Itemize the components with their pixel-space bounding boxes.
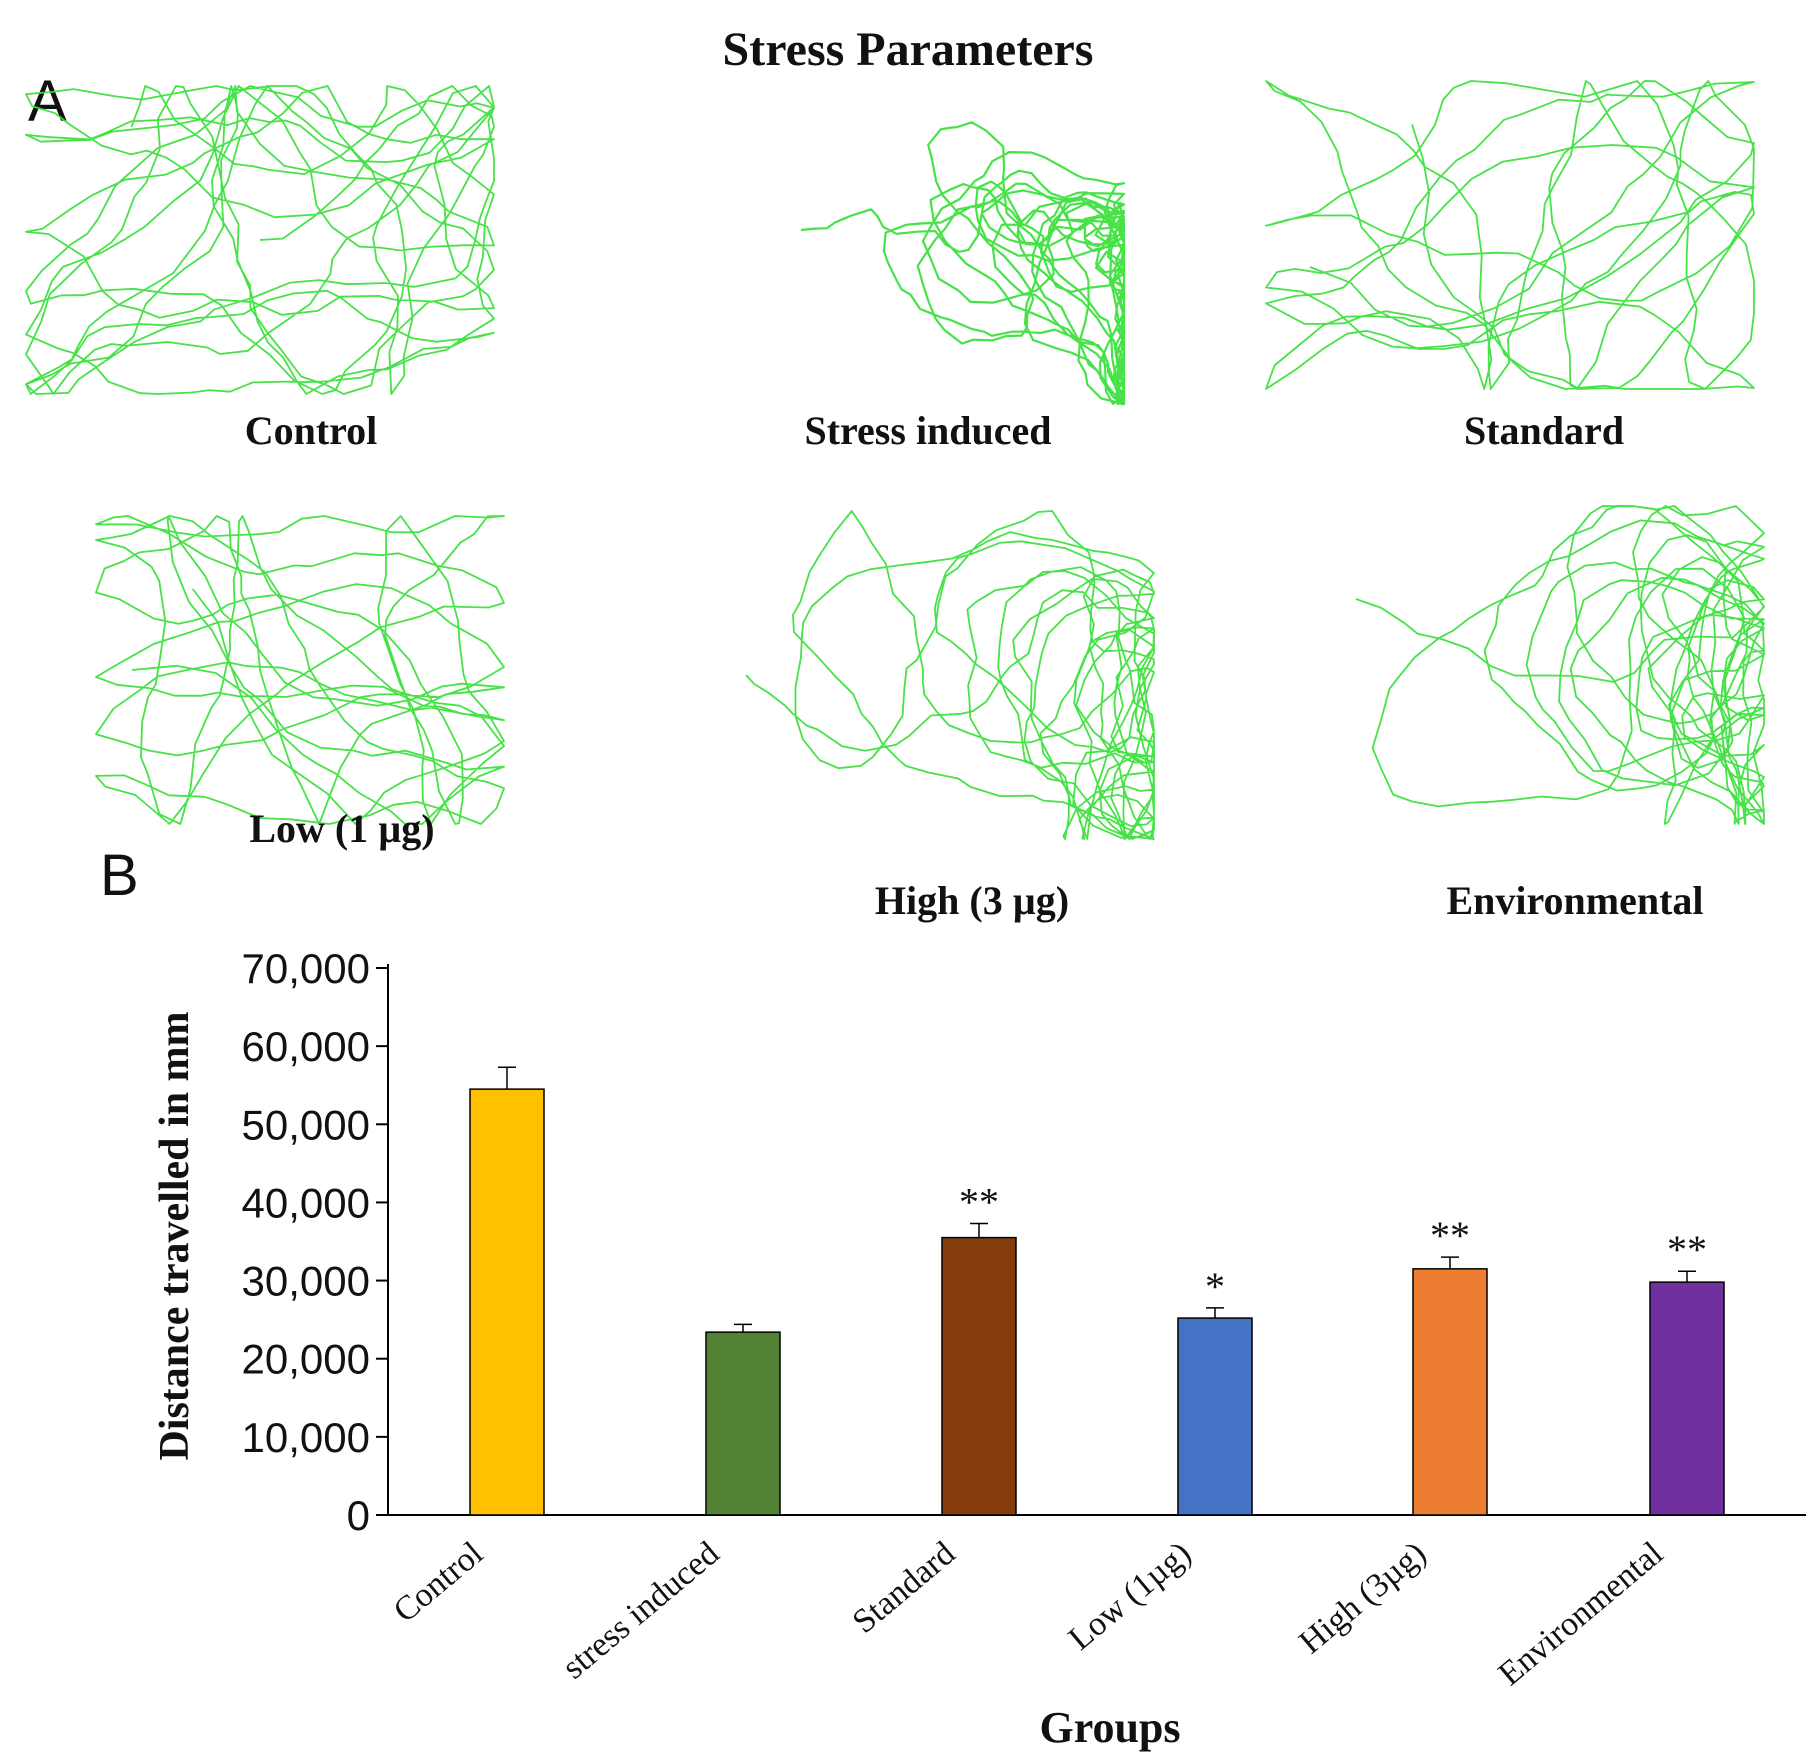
bar-0 <box>469 1088 545 1516</box>
track-stress-induced <box>800 121 1126 406</box>
significance-label: ** <box>1430 1213 1470 1258</box>
bar-5 <box>1649 1281 1725 1516</box>
figure-title: Stress Parameters <box>722 23 1094 76</box>
track-label-standard: Standard <box>1463 408 1625 453</box>
x-tick-label: Low (1µg) <box>1062 1535 1198 1658</box>
panel-a-label: A <box>28 69 67 134</box>
y-tick-label: 40,000 <box>242 1179 370 1226</box>
track-high <box>745 510 1155 840</box>
x-tick-label: stress induced <box>556 1535 727 1687</box>
bar-1 <box>705 1331 781 1516</box>
track-label-low: Low (1 µg) <box>249 806 435 851</box>
significance-label: * <box>1205 1264 1225 1309</box>
y-tick-label: 60,000 <box>242 1023 370 1070</box>
track-environmental <box>1355 505 1765 825</box>
track-label-high: High (3 µg) <box>874 878 1070 923</box>
x-tick-label: High (3µg) <box>1292 1535 1433 1662</box>
x-tick-label: Standard <box>846 1535 962 1641</box>
track-label-control: Control <box>244 408 378 453</box>
bar-4 <box>1412 1268 1488 1516</box>
track-label-environmental: Environmental <box>1446 878 1704 923</box>
y-tick-label: 70,000 <box>242 945 370 992</box>
panel-b-label: B <box>100 843 139 908</box>
track-label-stress-induced: Stress induced <box>804 408 1052 453</box>
significance-label: ** <box>959 1180 999 1225</box>
significance-label: ** <box>1667 1227 1707 1272</box>
y-tick-label: 30,000 <box>242 1258 370 1305</box>
x-tick-label: Control <box>387 1535 490 1630</box>
x-tick-label: Environmental <box>1492 1535 1671 1693</box>
y-tick-label: 50,000 <box>242 1101 370 1148</box>
bar-3 <box>1177 1317 1253 1516</box>
y-axis-label: Distance travelled in mm <box>152 1011 198 1460</box>
y-tick-label: 20,000 <box>242 1336 370 1383</box>
y-tick-label: 10,000 <box>242 1414 370 1461</box>
track-control <box>25 85 495 395</box>
track-low <box>95 515 505 825</box>
x-axis-label: Groups <box>1039 1703 1180 1752</box>
bar-2 <box>941 1236 1017 1516</box>
track-standard <box>1265 80 1755 390</box>
y-tick-label: 0 <box>347 1492 370 1539</box>
